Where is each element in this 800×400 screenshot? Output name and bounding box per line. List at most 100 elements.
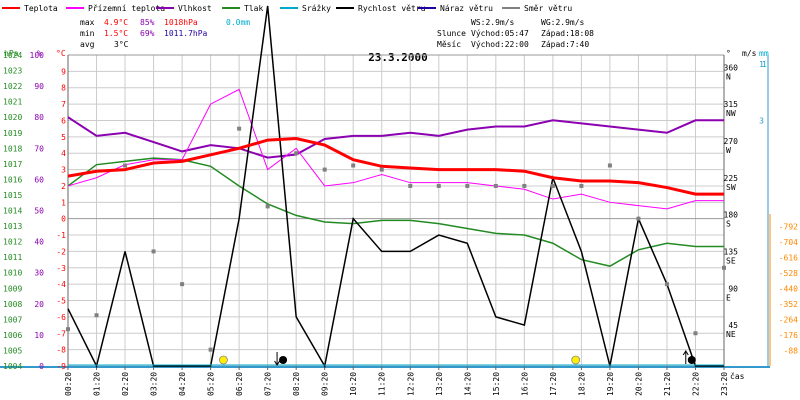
deg-tick: 45: [728, 321, 738, 330]
deg-dir-label: N: [726, 72, 731, 81]
x-tick-label: 07:20: [264, 372, 273, 396]
deg-dir-label: SW: [726, 183, 736, 192]
x-tick-label: 19:20: [606, 372, 615, 396]
chart-title: 23.3.2000: [368, 51, 428, 64]
hpa-tick: 1015: [3, 191, 22, 200]
deg-dir-label: NW: [726, 109, 736, 118]
stats-temp-max: 4.9°C: [104, 18, 128, 27]
legend-label-0: Teplota: [24, 4, 58, 13]
x-tick-label: 04:20: [178, 372, 187, 396]
degc-tick: -3: [56, 264, 66, 273]
sunrise-marker: [219, 355, 228, 365]
degc-tick: 0: [61, 215, 66, 224]
deg-dir-label: E: [726, 293, 731, 302]
legend-label-6: Náraz větru: [440, 4, 493, 13]
right-tick: -528: [779, 269, 798, 278]
legend: Teplota Přízemní teplota Vlhkost Tlak Srážky…: [2, 4, 572, 13]
axis-unit-deg: °: [726, 49, 731, 58]
hpa-tick: 1012: [3, 238, 22, 247]
wind-direction-point: [579, 183, 584, 188]
wind-direction-point: [664, 282, 669, 287]
moon-set: Západ:7:40: [541, 40, 589, 49]
deg-tick: 360: [724, 63, 739, 72]
series-tlak: [67, 157, 724, 267]
pct-tick: 0: [39, 362, 44, 371]
x-tick-label: 14:20: [463, 372, 472, 396]
wind-direction-point: [351, 163, 356, 168]
hpa-tick: 1008: [3, 300, 22, 309]
series-layer: [66, 5, 726, 369]
degc-tick: -8: [56, 346, 66, 355]
hpa-tick: 1007: [3, 315, 22, 324]
mm-tick: 1: [762, 60, 767, 69]
hpa-tick: 1022: [3, 82, 22, 91]
ms-tick: 1: [759, 60, 764, 69]
ms-tick: 3: [759, 116, 764, 125]
wind-direction-point: [151, 249, 156, 254]
degc-tick: 7: [61, 100, 66, 109]
right-tick: -176: [779, 331, 798, 340]
pct-tick: 100: [30, 51, 45, 60]
x-tick-label: 13:20: [435, 372, 444, 396]
x-tick-label: 09:20: [321, 372, 330, 396]
deg-dir-label: NE: [726, 330, 736, 339]
stats-panel: max min avg 4.9°C 1.5°C 3°C 85% 69% 1018…: [80, 18, 250, 49]
legend-label-2: Vlhkost: [178, 4, 212, 13]
right-tick: -792: [779, 223, 798, 232]
wind-direction-point: [265, 204, 270, 209]
stats-label-avg: avg: [80, 40, 95, 49]
axis-unit-ms: m/s: [742, 49, 757, 58]
hpa-tick: 1013: [3, 222, 22, 231]
x-tick-label: 18:20: [577, 372, 586, 396]
hpa-tick: 1016: [3, 175, 22, 184]
legend-label-1: Přízemní teplota: [88, 4, 165, 13]
axes: hPa% °C ° m/s mm1004100510061007100810091010…: [3, 49, 798, 396]
stats-label-min: min: [80, 29, 95, 38]
stats-temp-min: 1.5°C: [104, 29, 128, 38]
pct-tick: 50: [34, 207, 44, 216]
deg-tick: 90: [728, 284, 738, 293]
grid: [0, 54, 770, 368]
legend-label-7: Směr větru: [524, 4, 572, 13]
x-tick-label: 17:20: [549, 372, 558, 396]
wind-direction-point: [294, 151, 299, 156]
stats-label-max: max: [80, 18, 95, 27]
stats-hum-min: 69%: [140, 29, 155, 38]
hpa-tick: 1023: [3, 67, 22, 76]
sun-moon-info: WS:2.9m/s WG:2.9m/s Slunce Východ:05:47 …: [437, 18, 594, 49]
x-tick-label: 21:20: [663, 372, 672, 396]
stats-hum-max: 85%: [140, 18, 155, 27]
deg-dir-label: SE: [726, 257, 736, 266]
deg-tick: 180: [724, 211, 739, 220]
wind-direction-point: [322, 167, 327, 172]
moonrise-marker: [687, 356, 696, 364]
wind-direction-point: [66, 327, 70, 332]
axis-unit-mm: mm: [759, 49, 769, 58]
wind-direction-point: [436, 183, 441, 188]
axis-unit-hpa: hPa: [4, 49, 19, 58]
deg-tick: 135: [724, 248, 739, 257]
legend-label-5: Rychlost větru: [358, 4, 426, 13]
wind-direction-point: [607, 163, 612, 168]
moonset-arrow-head: [274, 360, 280, 366]
stats-precip-max: 0.0mm: [226, 18, 250, 27]
series-teplota: [67, 136, 724, 196]
ws-text: WS:2.9m/s: [471, 18, 515, 27]
deg-tick: 315: [724, 100, 739, 109]
hpa-tick: 1019: [3, 129, 22, 138]
pct-tick: 40: [34, 238, 44, 247]
wind-direction-point: [123, 163, 128, 168]
wind-direction-point: [180, 282, 185, 287]
hpa-tick: 1004: [3, 362, 22, 371]
markers-layer: [219, 350, 696, 366]
moonset-marker: [279, 356, 288, 364]
x-tick-label: 01:20: [93, 372, 102, 396]
wind-direction-point: [465, 183, 470, 188]
x-axis-label: čas: [730, 371, 745, 381]
x-tick-label: 08:20: [292, 372, 301, 396]
degc-tick: -7: [56, 329, 66, 338]
series-rychlost-v-tru: [67, 5, 724, 369]
hpa-tick: 1014: [3, 207, 22, 216]
x-tick-label: 20:20: [634, 372, 643, 396]
